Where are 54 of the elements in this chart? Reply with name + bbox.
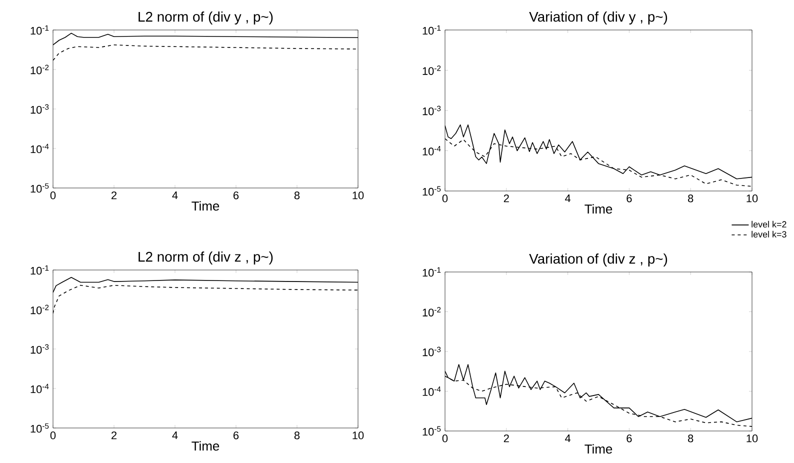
- x-axis-title: Time: [584, 204, 612, 214]
- x-tick-label: 10: [746, 434, 758, 442]
- x-tick-label: 6: [234, 432, 239, 440]
- y-tick-label: 10$^{-5}$: [422, 186, 441, 196]
- y-tick-label: 10$^{-4}$: [422, 146, 441, 156]
- y-tick-label: 10$^{-2}$: [30, 64, 49, 74]
- chart-title: L2 norm of (div z , p~): [138, 251, 273, 264]
- x-tick-label: 4: [172, 432, 178, 440]
- x-tick-label: 4: [172, 192, 178, 200]
- y-tick-label: 10$^{-3}$: [422, 106, 441, 116]
- y-tick-label: 10$^{-1}$: [422, 25, 441, 35]
- x-tick-label: 8: [294, 432, 300, 440]
- x-tick-label: 10: [352, 432, 364, 440]
- x-axis-title: Time: [584, 444, 612, 454]
- y-tick-label: 10$^{-1}$: [30, 265, 49, 275]
- y-tick-label: 10$^{-2}$: [422, 307, 441, 316]
- x-tick-label: 4: [565, 194, 571, 202]
- y-tick-label: 10$^{-1}$: [30, 25, 49, 35]
- x-axis-title: Time: [192, 201, 220, 211]
- chart-title: Variation of (div z , p~): [529, 253, 668, 266]
- y-tick-label: 10$^{-4}$: [30, 144, 49, 154]
- legend-label: level k=2: [752, 220, 786, 228]
- y-tick-label: 10$^{-5}$: [30, 423, 49, 433]
- x-tick-label: 4: [565, 434, 571, 442]
- y-tick-label: 10$^{-3}$: [422, 346, 441, 356]
- x-tick-label: 10: [746, 194, 758, 202]
- x-tick-label: 6: [626, 434, 632, 442]
- x-axis-title: Time: [192, 441, 220, 451]
- y-tick-label: 10$^{-2}$: [30, 304, 49, 314]
- y-tick-label: 10$^{-3}$: [30, 104, 49, 114]
- x-tick-label: 2: [112, 192, 117, 200]
- x-tick-label: 8: [688, 194, 694, 202]
- y-tick-label: 10$^{-1}$: [422, 267, 441, 277]
- x-tick-label: 2: [504, 194, 509, 202]
- x-tick-label: 8: [294, 192, 300, 200]
- y-tick-label: 10$^{-5}$: [422, 426, 441, 436]
- x-tick-label: 10: [352, 192, 364, 200]
- chart-title: L2 norm of (div y , p~): [138, 11, 273, 24]
- y-tick-label: 10$^{-5}$: [30, 183, 49, 193]
- x-tick-label: 6: [234, 192, 239, 200]
- x-tick-label: 0: [442, 194, 448, 202]
- x-tick-label: 2: [112, 432, 117, 440]
- x-tick-label: 0: [442, 434, 448, 442]
- x-tick-label: 8: [688, 434, 694, 442]
- y-tick-label: 10$^{-4}$: [422, 386, 441, 396]
- legend-label: level k=3: [752, 230, 786, 238]
- x-tick-label: 0: [50, 432, 56, 440]
- x-tick-label: 0: [50, 192, 56, 200]
- x-tick-label: 2: [504, 434, 509, 442]
- y-tick-label: 10$^{-3}$: [30, 344, 49, 354]
- y-tick-label: 10$^{-4}$: [30, 384, 49, 394]
- chart-title: Variation of (div y , p~): [529, 11, 668, 24]
- y-tick-label: 10$^{-2}$: [422, 66, 441, 75]
- x-tick-label: 6: [626, 194, 632, 202]
